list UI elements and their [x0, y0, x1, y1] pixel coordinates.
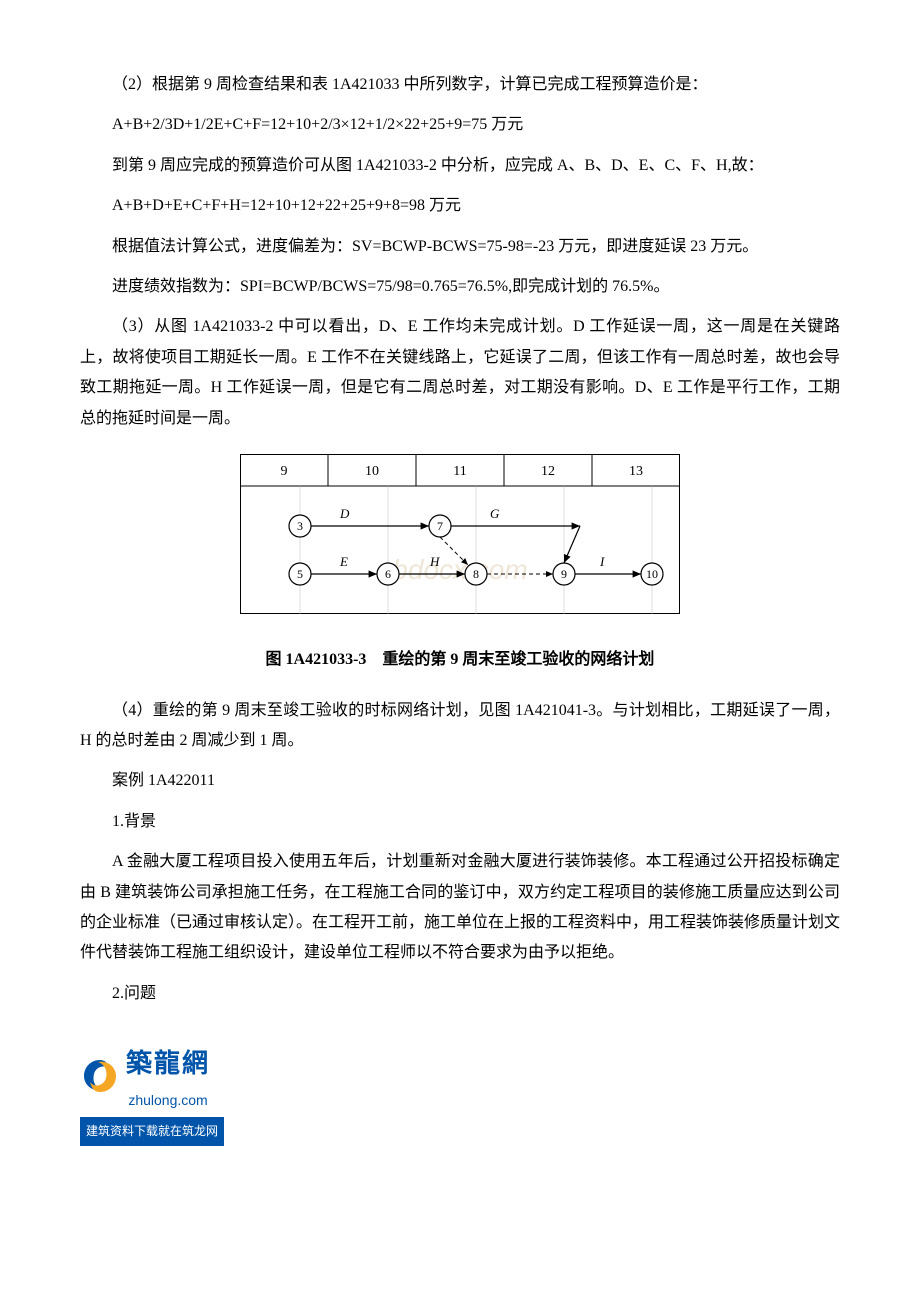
paragraph: A+B+D+E+C+F+H=12+10+12+22+25+9+8=98 万元: [80, 191, 840, 221]
svg-text:10: 10: [365, 464, 379, 479]
svg-text:9: 9: [561, 567, 567, 581]
paragraph: 根据值法计算公式，进度偏差为：SV=BCWP-BCWS=75-98=-23 万元…: [80, 232, 840, 262]
svg-text:9: 9: [281, 464, 288, 479]
paragraph: A 金融大厦工程项目投入使用五年后，计划重新对金融大厦进行装饰装修。本工程通过公…: [80, 847, 840, 969]
paragraph: 2.问题: [80, 979, 840, 1009]
paragraph: 进度绩效指数为：SPI=BCWP/BCWS=75/98=0.765=76.5%,…: [80, 272, 840, 302]
svg-text:G: G: [490, 506, 500, 521]
svg-text:6: 6: [385, 567, 391, 581]
paragraph: 到第 9 周应完成的预算造价可从图 1A421033-2 中分析，应完成 A、B…: [80, 151, 840, 181]
logo-banner: 建筑资料下载就在筑龙网: [80, 1117, 224, 1146]
svg-text:12: 12: [541, 464, 555, 479]
svg-text:bdocx.com: bdocx.com: [392, 554, 527, 585]
paragraph: （3）从图 1A421033-2 中可以看出，D、E 工作均未完成计划。D 工作…: [80, 312, 840, 434]
figure-caption: 图 1A421033-3 重绘的第 9 周末至竣工验收的网络计划: [80, 645, 840, 675]
svg-text:13: 13: [629, 464, 643, 479]
paragraph: 案例 1A422011: [80, 766, 840, 796]
svg-text:D: D: [339, 506, 350, 521]
paragraph: （2）根据第 9 周检查结果和表 1A421033 中所列数字，计算已完成工程预…: [80, 70, 840, 100]
paragraph: A+B+2/3D+1/2E+C+F=12+10+2/3×12+1/2×22+25…: [80, 110, 840, 140]
logo-text-cn: 築龍網: [126, 1039, 210, 1088]
logo-swirl-icon: [80, 1056, 120, 1096]
svg-text:10: 10: [646, 567, 658, 581]
svg-text:H: H: [429, 554, 440, 569]
network-diagram: 9 10 11 12 13 bdocx.com D G E H I 3 7 5 6 8 9 10: [80, 454, 840, 625]
zhulong-logo: 築龍網 zhulong.com 建筑资料下载就在筑龙网: [80, 1039, 224, 1146]
svg-text:3: 3: [297, 519, 303, 533]
svg-text:I: I: [599, 554, 605, 569]
svg-text:7: 7: [437, 519, 443, 533]
logo-text-en: zhulong.com: [126, 1087, 210, 1114]
svg-text:E: E: [339, 554, 348, 569]
svg-text:5: 5: [297, 567, 303, 581]
svg-text:11: 11: [453, 464, 466, 479]
svg-text:8: 8: [473, 567, 479, 581]
paragraph: 1.背景: [80, 807, 840, 837]
paragraph: （4）重绘的第 9 周末至竣工验收的时标网络计划，见图 1A421041-3。与…: [80, 696, 840, 757]
